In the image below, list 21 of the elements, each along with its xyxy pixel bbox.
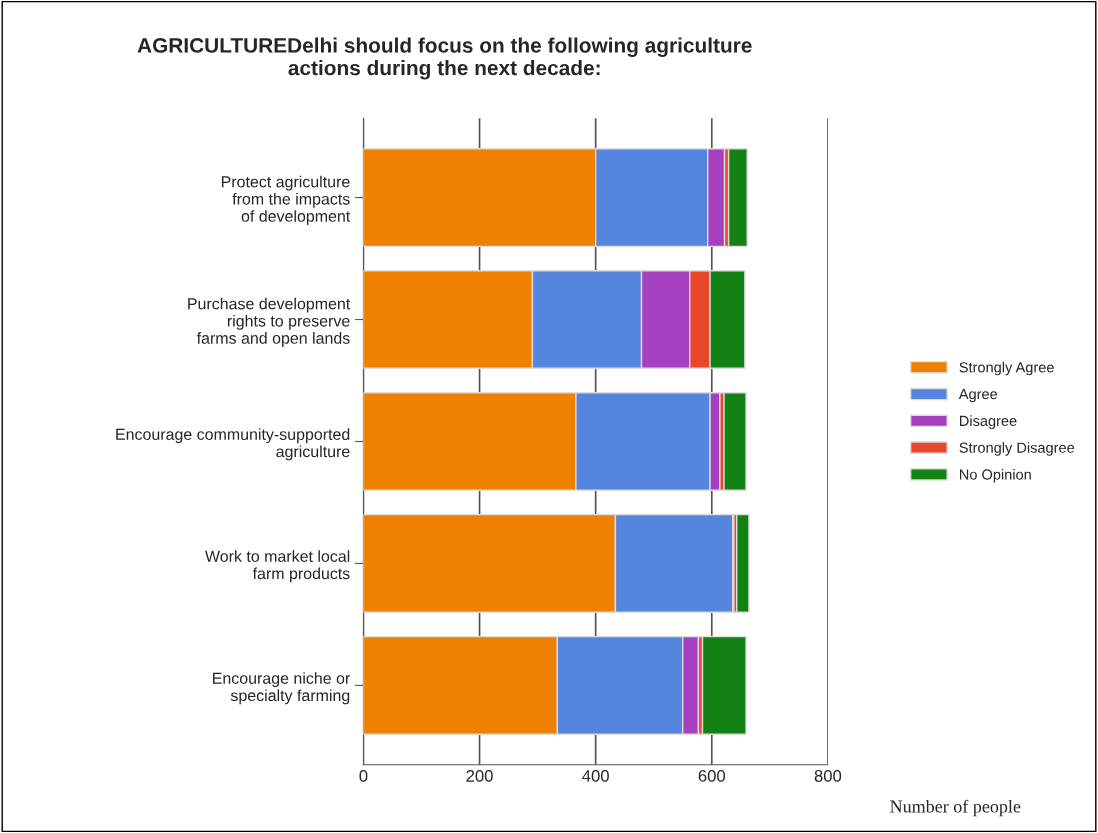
- legend-label: Disagree: [960, 415, 1017, 429]
- y-tick-label: Protect agriculture from the impacts of development: [221, 175, 351, 226]
- x-tick-label: 600: [698, 770, 726, 782]
- x-axis-title: Number of people: [890, 799, 1021, 817]
- bar: [736, 513, 750, 613]
- y-tick-label: Work to market local farm products: [205, 550, 350, 583]
- x-tick-label: 200: [466, 770, 493, 782]
- y-tick-label: Encourage community-supported agriculture: [116, 428, 350, 461]
- y-tick-label: Encourage niche or specialty farming: [213, 672, 350, 705]
- legend-label: Agree: [958, 389, 998, 403]
- x-tick-label: 0: [359, 770, 368, 782]
- bar: [723, 392, 747, 491]
- legend-label: Strongly Agree: [959, 361, 1054, 376]
- x-tick-label: 800: [814, 770, 842, 782]
- legend-label: No Opinion: [960, 468, 1031, 483]
- x-tick-label: 400: [582, 770, 609, 782]
- chart-title: AGRICULTUREDelhi should focus on the following agriculture actions during the next decade:: [137, 37, 752, 80]
- bar: [727, 148, 748, 248]
- y-tick-label: Purchase development rights to preserve farms and open lands: [188, 297, 351, 347]
- bar: [701, 635, 747, 735]
- legend-label: Strongly Disagree: [959, 442, 1075, 456]
